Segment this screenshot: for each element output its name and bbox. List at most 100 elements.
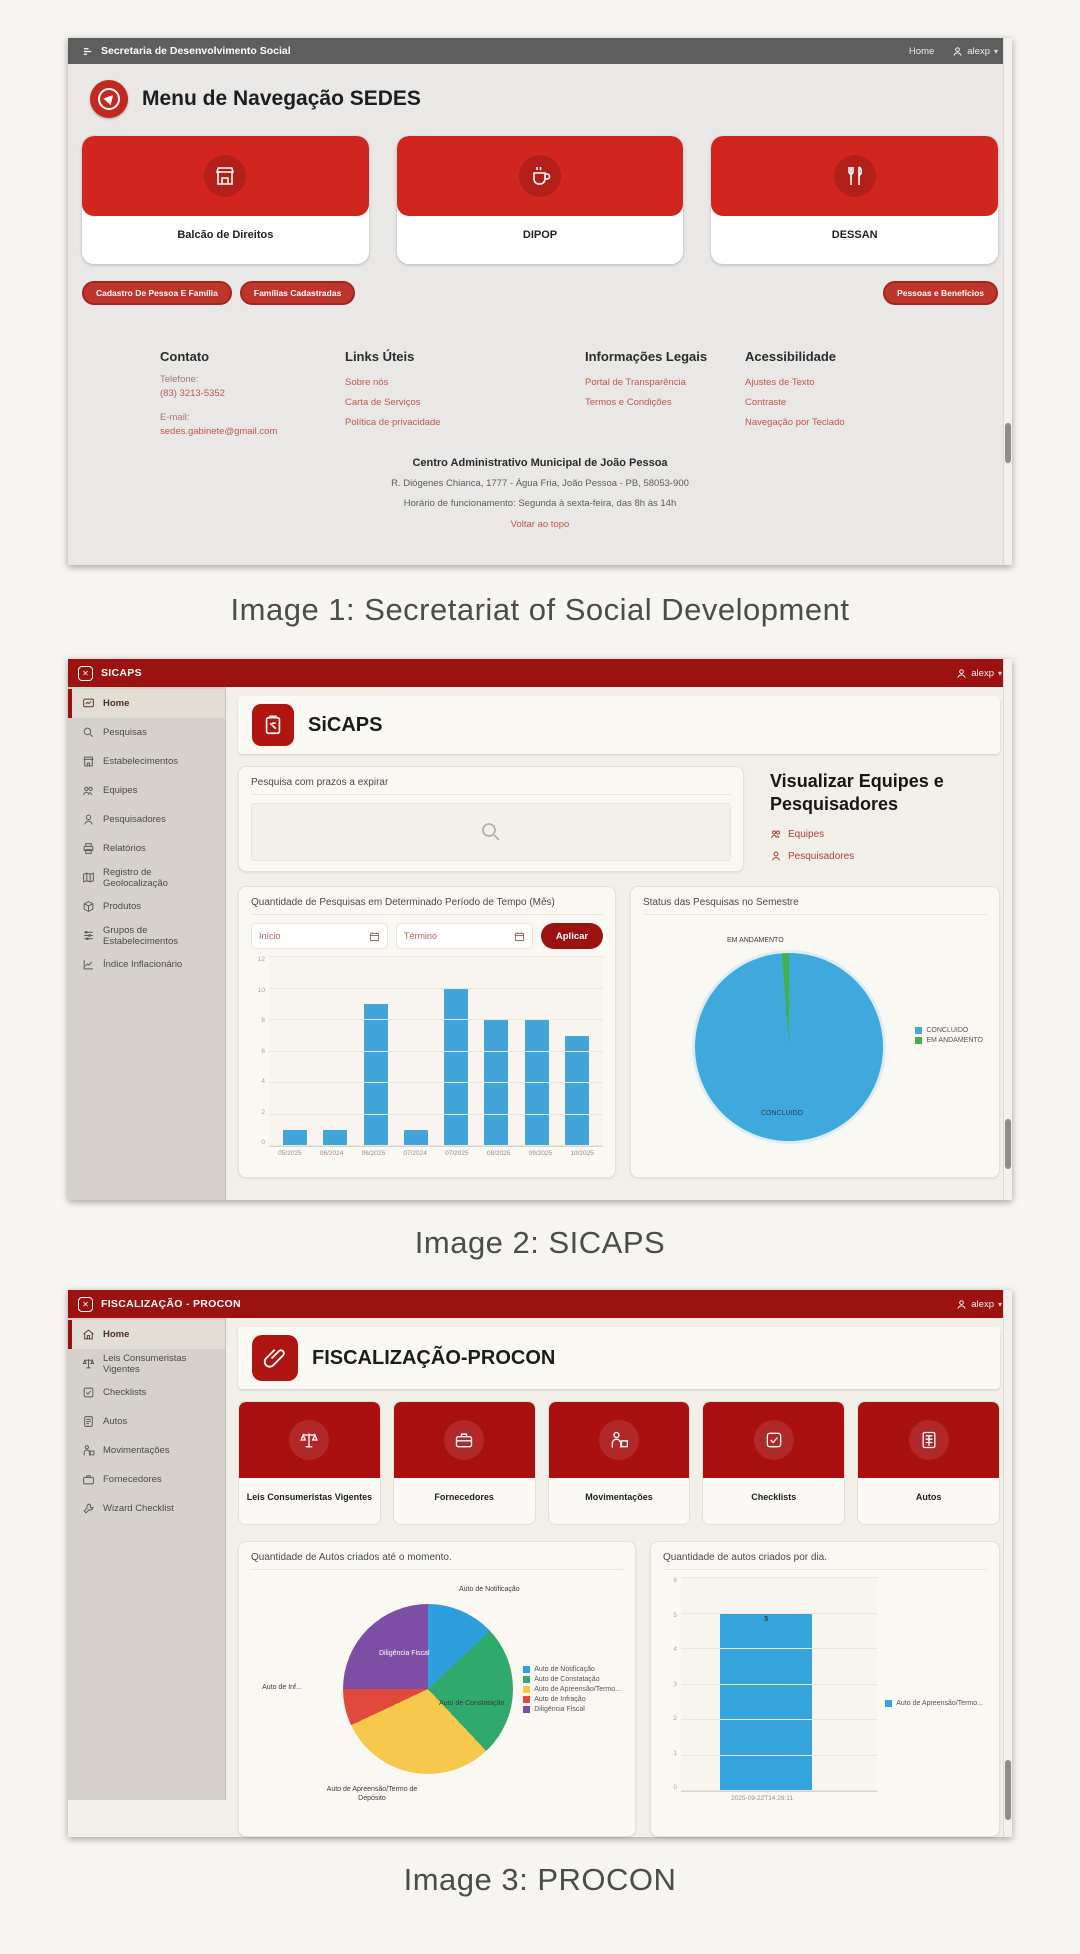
pill-cadastro-pessoa-familia[interactable]: Cadastro De Pessoa E Família [82, 281, 232, 305]
person-icon [770, 850, 782, 862]
back-to-top-link[interactable]: Voltar ao topo [510, 519, 570, 530]
footer-column-title: Acessibilidade [745, 349, 837, 364]
inicio-date-input[interactable]: Início [251, 923, 388, 949]
scrollbar[interactable] [1003, 1290, 1012, 1837]
sidebar-item-label: Home [103, 698, 130, 709]
footer-column-title: Links Úteis [345, 349, 415, 364]
sidebar-item-home[interactable]: Home [68, 689, 225, 718]
search-input[interactable] [251, 803, 731, 861]
legend-item: Auto de Notificação [523, 1666, 621, 1673]
equipes-link[interactable]: Equipes [770, 828, 996, 840]
card-leis-consumeristas[interactable]: Leis Consumeristas Vigentes [238, 1401, 381, 1525]
caption-image2: Image 2: SICAPS [414, 1225, 666, 1260]
sidebar-item-movimentacoes[interactable]: Movimentações [68, 1436, 225, 1465]
box-icon [82, 900, 95, 913]
pill-pessoas-beneficios[interactable]: Pessoas e Benefícios [883, 281, 998, 305]
footer-link[interactable]: Contraste [745, 396, 787, 408]
balance-scale-icon [289, 1420, 330, 1460]
procon-header: ✕ FISCALIZAÇÃO - PROCON alexp ▾ [68, 1290, 1012, 1318]
scrollbar[interactable] [1003, 659, 1012, 1200]
menu-icon[interactable] [82, 46, 93, 57]
chevron-down-icon: ▾ [997, 668, 1002, 678]
pesquisadores-link[interactable]: Pesquisadores [770, 850, 996, 862]
chart-legend: Auto de Apreensão/Termo... [885, 1700, 983, 1707]
page: Secretaria de Desenvolvimento Social Hom… [68, 38, 1012, 1897]
footer-link[interactable]: Política de privacidade [345, 416, 441, 428]
card-dipop[interactable]: DIPOP [396, 136, 684, 264]
chart-legend: Auto de Notificação Auto de Constatação Au… [523, 1666, 621, 1713]
bars: 5 [681, 1578, 877, 1791]
legend-item: Diligência Fiscal [523, 1706, 621, 1713]
gridline [681, 1790, 877, 1791]
user-menu[interactable]: alexp ▾ [956, 668, 1002, 679]
bar [484, 1020, 509, 1146]
sidebar-item-equipes[interactable]: Equipes [68, 776, 225, 805]
sidebar-item-fornecedores[interactable]: Fornecedores [68, 1465, 225, 1494]
footer-link[interactable]: Termos e Condições [585, 396, 672, 408]
sidebar-item-label: Movimentações [103, 1445, 170, 1456]
termino-date-input[interactable]: Término [396, 923, 533, 949]
pill-familias-cadastradas[interactable]: Famílias Cadastradas [239, 281, 356, 305]
sidebar-item-home[interactable]: Home [68, 1320, 225, 1349]
footer-columns: Contato Telefone: (83) 3213-5352 E-mail:… [68, 305, 1012, 439]
sidebar-item-estabelecimentos[interactable]: Estabelecimentos [68, 747, 225, 776]
sidebar-item-label: Estabelecimentos [103, 756, 178, 767]
sidebar-item-indice-inflacionario[interactable]: Índice Inflacionário [68, 950, 225, 979]
scrollbar-thumb[interactable] [1005, 1760, 1011, 1821]
calendar-icon [514, 931, 525, 942]
sidebar-item-wizard-checklist[interactable]: Wizard Checklist [68, 1494, 225, 1523]
sidebar-item-relatorios[interactable]: Relatórios [68, 834, 225, 863]
scrollbar-thumb[interactable] [1005, 422, 1011, 463]
card-balcao-de-direitos[interactable]: Balcão de Direitos [82, 136, 369, 264]
nav-home-link[interactable]: Home [908, 45, 935, 57]
sidebar-item-registro-geolocalizacao[interactable]: Registro de Geolocalização [68, 863, 225, 892]
sidebar-item-produtos[interactable]: Produtos [68, 892, 225, 921]
pie-point-label: Auto de Apreensão/Termo de Depósito [326, 1786, 418, 1802]
sidebar-item-autos[interactable]: Autos [68, 1407, 225, 1436]
sidebar-item-checklists[interactable]: Checklists [68, 1378, 225, 1407]
y-tick-label: 1 [673, 1749, 677, 1757]
card-movimentacoes[interactable]: Movimentações [547, 1401, 691, 1525]
card-label: Autos [915, 1492, 942, 1502]
footer-link[interactable]: Carta de Serviços [345, 396, 421, 408]
footer-link[interactable]: Sobre nós [345, 377, 389, 388]
people-icon [770, 828, 782, 840]
bar-chart: 6 5 4 3 2 1 0 5 [663, 1577, 877, 1792]
y-tick-label: 4 [673, 1646, 677, 1654]
card-fornecedores[interactable]: Fornecedores [392, 1401, 536, 1525]
sidebar-item-pesquisas[interactable]: Pesquisas [68, 718, 225, 747]
input-placeholder: Término [404, 931, 438, 941]
quick-links: Cadastro De Pessoa E Família Famílias Ca… [68, 264, 1012, 305]
y-tick-label: 4 [261, 1078, 265, 1086]
sidebar-item-leis-consumeristas[interactable]: Leis Consumeristas Vigentes [68, 1349, 225, 1378]
scrollbar-thumb[interactable] [1005, 1118, 1011, 1169]
sidebar-item-pesquisadores[interactable]: Pesquisadores [68, 805, 225, 834]
footer-column-title: Contato [160, 349, 210, 364]
legend-item: Auto de Apreensão/Termo... [885, 1700, 983, 1707]
card-dessan[interactable]: DESSAN [711, 136, 999, 264]
user-menu[interactable]: alexp ▾ [956, 1299, 1002, 1310]
footer-link[interactable]: Portal de Transparência [585, 377, 686, 388]
sicaps-window: ✕ SICAPS alexp ▾ Home Pesquisas Estabele… [68, 659, 1012, 1200]
house-icon [82, 1328, 95, 1341]
card-autos[interactable]: Autos [857, 1401, 1000, 1525]
legend-swatch [523, 1686, 531, 1693]
aplicar-button[interactable]: Aplicar [541, 923, 603, 949]
bar-chart-area: 6 5 4 3 2 1 0 5 2025-09-22T14:29:11 Auto de Ap… [663, 1577, 987, 1830]
email-link[interactable]: sedes.gabinete@gmail.com [160, 425, 278, 437]
sidebar-item-grupos-estabelecimentos[interactable]: Grupos de Estabelecimentos [68, 921, 225, 950]
footer-link[interactable]: Navegação por Teclado [745, 416, 845, 428]
user-menu[interactable]: alexp ▾ [952, 46, 998, 57]
card-checklists[interactable]: Checklists [702, 1401, 846, 1525]
pie-chart [343, 1604, 513, 1774]
sicaps-sidebar: Home Pesquisas Estabelecimentos Equipes … [68, 687, 226, 1200]
scrollbar[interactable] [1003, 38, 1012, 565]
footer-contato: Contato Telefone: (83) 3213-5352 E-mail:… [160, 349, 345, 439]
footer-link[interactable]: Ajustes de Texto [745, 377, 815, 388]
close-icon[interactable]: ✕ [78, 1296, 93, 1312]
teams-heading: Visualizar Equipes e Pesquisadores [770, 771, 944, 814]
legend-item: EM ANDAMENTO [915, 1037, 983, 1044]
x-tick-label: 07/2025 [445, 1150, 469, 1157]
close-icon[interactable]: ✕ [78, 665, 93, 681]
x-tick-label: 10/2025 [570, 1150, 594, 1157]
